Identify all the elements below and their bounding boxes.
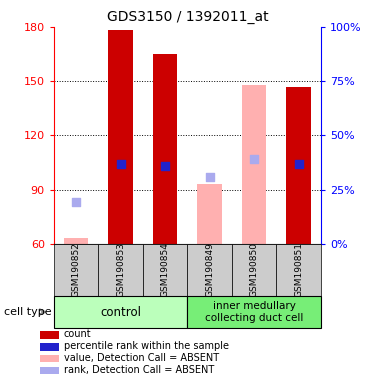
Bar (98, 244, 143, 296)
Bar (54, 244, 98, 296)
Bar (40, 367, 59, 374)
Bar (242, 85, 266, 244)
Bar (64, 238, 88, 244)
Text: GSM190851: GSM190851 (294, 242, 303, 297)
Bar (40, 331, 59, 339)
Bar (40, 355, 59, 362)
Bar (187, 296, 321, 328)
Text: GSM190850: GSM190850 (250, 242, 259, 297)
Text: GSM190853: GSM190853 (116, 242, 125, 297)
Point (207, 174, 213, 180)
Text: GSM190852: GSM190852 (72, 242, 81, 297)
Bar (153, 54, 177, 244)
Point (73, 199, 79, 205)
Text: control: control (100, 306, 141, 318)
Text: rank, Detection Call = ABSENT: rank, Detection Call = ABSENT (64, 365, 214, 375)
Text: GSM190849: GSM190849 (205, 242, 214, 297)
Text: value, Detection Call = ABSENT: value, Detection Call = ABSENT (64, 353, 219, 363)
Bar (197, 184, 222, 244)
Bar (143, 244, 187, 296)
Text: cell type: cell type (4, 307, 51, 317)
Text: count: count (64, 329, 92, 339)
Bar (108, 30, 133, 244)
Bar (286, 86, 311, 244)
Point (296, 161, 302, 167)
Bar (232, 244, 276, 296)
Bar (187, 244, 232, 296)
Bar (276, 244, 321, 296)
Text: inner medullary
collecting duct cell: inner medullary collecting duct cell (205, 301, 303, 323)
Point (162, 163, 168, 169)
Text: GSM190854: GSM190854 (161, 242, 170, 297)
Title: GDS3150 / 1392011_at: GDS3150 / 1392011_at (106, 10, 268, 25)
Text: percentile rank within the sample: percentile rank within the sample (64, 341, 229, 351)
Point (118, 161, 124, 167)
Bar (40, 343, 59, 351)
Bar (54, 296, 187, 328)
Point (251, 156, 257, 162)
